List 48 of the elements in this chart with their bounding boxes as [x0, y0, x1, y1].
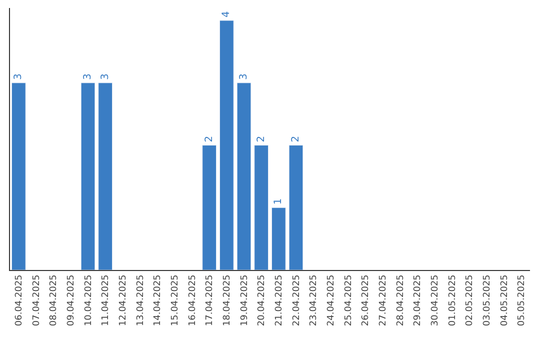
bar: [219, 20, 234, 270]
data-label: 2: [290, 136, 302, 142]
data-label: 2: [204, 136, 215, 142]
x-tick-label: 05.05.2025: [517, 274, 528, 326]
x-tick-label: 20.04.2025: [257, 274, 268, 326]
x-tick-label: 26.04.2025: [361, 274, 372, 326]
data-label: 3: [82, 73, 94, 80]
x-tick-label: 06.04.2025: [14, 274, 25, 326]
x-tick-label: 18.04.2025: [222, 274, 233, 326]
x-tick-label: 03.05.2025: [482, 274, 493, 326]
x-tick-label: 29.04.2025: [413, 274, 424, 326]
x-tick-label: 27.04.2025: [378, 274, 389, 326]
data-label: 3: [238, 73, 250, 80]
x-tick-label: 14.04.2025: [153, 274, 164, 326]
x-tick-label: 24.04.2025: [326, 274, 337, 326]
data-label: 2: [256, 136, 267, 142]
x-tick-label: 16.04.2025: [188, 274, 198, 326]
bar: [80, 82, 96, 270]
x-tick-label: 11.04.2025: [101, 274, 112, 326]
x-tick-label: 15.04.2025: [170, 274, 181, 326]
x-tick-label: 21.04.2025: [274, 274, 285, 326]
x-tick-label: 23.04.2025: [309, 274, 320, 326]
bar: [271, 207, 286, 270]
data-label: 3: [100, 73, 111, 80]
data-label: 1: [273, 198, 284, 205]
x-tick-label: 19.04.2025: [240, 274, 250, 326]
x-tick-label: 07.04.2025: [32, 274, 42, 326]
bar: [98, 82, 113, 270]
data-label: 3: [13, 73, 24, 80]
x-tick-label: 09.04.2025: [66, 274, 77, 326]
bar: [202, 144, 217, 270]
x-tick-label: 13.04.2025: [136, 274, 146, 326]
bar: [254, 144, 269, 270]
bar: [236, 82, 252, 270]
x-tick-label: 25.04.2025: [344, 274, 354, 326]
x-tick-label: 01.05.2025: [448, 274, 458, 326]
x-tick-label: 28.04.2025: [396, 274, 406, 326]
bar: [11, 82, 26, 270]
x-tick-label: 22.04.2025: [292, 274, 302, 326]
x-tick-label: 04.05.2025: [500, 274, 510, 326]
x-tick-label: 30.04.2025: [430, 274, 441, 326]
x-tick-label: 17.04.2025: [205, 274, 216, 326]
x-tick-label: 10.04.2025: [84, 274, 94, 326]
x-tick-label: 12.04.2025: [118, 274, 129, 326]
x-tick-label: 02.05.2025: [465, 274, 476, 326]
x-tick-label: 08.04.2025: [49, 274, 60, 326]
bar: [288, 144, 304, 270]
data-label: 4: [221, 11, 232, 18]
